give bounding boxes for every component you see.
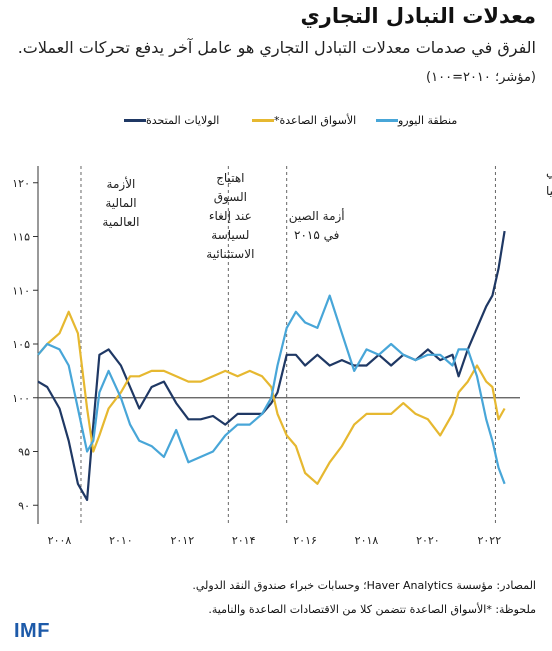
event-annotations: الأزمة المالية العالمية اهتياج السوق عند إلغا…	[102, 165, 552, 261]
legend-label-em: الأسواق الصاعدة*	[274, 114, 357, 127]
annotation-taper-line-2: عند إلغاء	[209, 209, 252, 223]
x-tick-label-2020: ۲۰۲۰	[416, 534, 440, 547]
chart-unit: (مؤشر؛ ۲۰۱۰=۱۰۰)	[426, 70, 536, 85]
series-line-0	[37, 230, 506, 501]
chart-legend: الولايات المتحدة الأسواق الصاعدة* منطقة …	[120, 114, 530, 136]
series-line-2	[37, 294, 506, 485]
x-tick-label-2018: ۲۰۱۸	[355, 534, 379, 547]
annotation-taper-line-1: السوق	[214, 190, 247, 205]
annotation-gfc-line-0: الأزمة	[107, 176, 136, 192]
legend-item-us: الولايات المتحدة	[120, 114, 219, 127]
chart-notes: المصادر: مؤسسة Haver Analytics؛ وحسابات …	[192, 574, 536, 622]
legend-item-euro: منطقة اليورو	[372, 114, 457, 127]
y-tick-label-115: ۱۱۵	[12, 231, 30, 244]
x-tick-label-2010: ۲۰۱۰	[109, 534, 133, 547]
annotation-ukraine-line-1: لأوكرانيا	[546, 183, 552, 199]
annotation-taper-line-3: لسياسة	[211, 228, 249, 242]
legend-label-us: الولايات المتحدة	[146, 114, 220, 127]
y-tick-label-105: ۱۰۵	[12, 338, 30, 351]
annotation-ukraine-line-0: لغزو الروسي	[546, 165, 552, 180]
annotation-china-line-1: في ۲۰۱۵	[294, 228, 339, 242]
x-tick-label-2022: ۲۰۲۲	[477, 534, 501, 547]
annotation-taper-line-0: اهتياج	[216, 171, 244, 185]
chart-subtitle: الفرق في صدمات معدلات التبادل التجاري هو…	[17, 38, 536, 57]
x-tick-label-2008: ۲۰۰۸	[48, 534, 72, 547]
imf-logo: IMF	[14, 620, 50, 642]
plot-frame	[37, 166, 520, 524]
legend-item-em: الأسواق الصاعدة*	[248, 114, 356, 127]
series-lines	[37, 230, 506, 501]
x-tick-label-2016: ۲۰۱۶	[293, 534, 317, 547]
legend-swatch-us	[124, 119, 146, 122]
y-tick-label-90: ۹۰	[18, 499, 30, 512]
x-tick-label-2012: ۲۰۱۲	[170, 534, 194, 547]
legend-swatch-euro	[376, 119, 398, 122]
line-chart: ۹۰ ۹۵ ۱۰۰ ۱۰۵ ۱۱۰ ۱۱۵ ۱۲۰ ۲۰۰۸ ۲۰۱۰ ۲۰۱۲ ۲۰۱۴ ۲۰۱۶ ۲…	[12, 165, 552, 547]
sources-note: المصادر: مؤسسة Haver Analytics؛ وحسابات …	[192, 579, 536, 592]
chart-title: معدلات التبادل التجاري	[300, 4, 536, 28]
y-tick-label-120: ۱۲۰	[12, 177, 30, 190]
y-tick-label-95: ۹۵	[18, 446, 30, 459]
legend-label-euro: منطقة اليورو	[398, 114, 458, 127]
annotation-china-line-0: أزمة الصين	[289, 208, 345, 224]
legend-swatch-em	[252, 119, 274, 122]
annotation-gfc-line-2: العالمية	[102, 215, 139, 229]
axis-ticks: ۹۰ ۹۵ ۱۰۰ ۱۰۵ ۱۱۰ ۱۱۵ ۱۲۰ ۲۰۰۸ ۲۰۱۰ ۲۰۱۲ ۲۰۱۴ ۲۰۱۶ ۲…	[12, 177, 501, 547]
y-tick-label-100: ۱۰۰	[12, 392, 30, 405]
series-line-1	[37, 310, 506, 485]
footnote: ملحوظة: *الأسواق الصاعدة تتضمن كلا من ال…	[208, 603, 536, 616]
annotation-taper-line-4: الاستثنائية	[206, 247, 254, 261]
annotation-gfc-line-1: المالية	[105, 196, 136, 210]
y-tick-label-110: ۱۱۰	[12, 284, 30, 297]
x-tick-label-2014: ۲۰۱۴	[232, 534, 256, 547]
